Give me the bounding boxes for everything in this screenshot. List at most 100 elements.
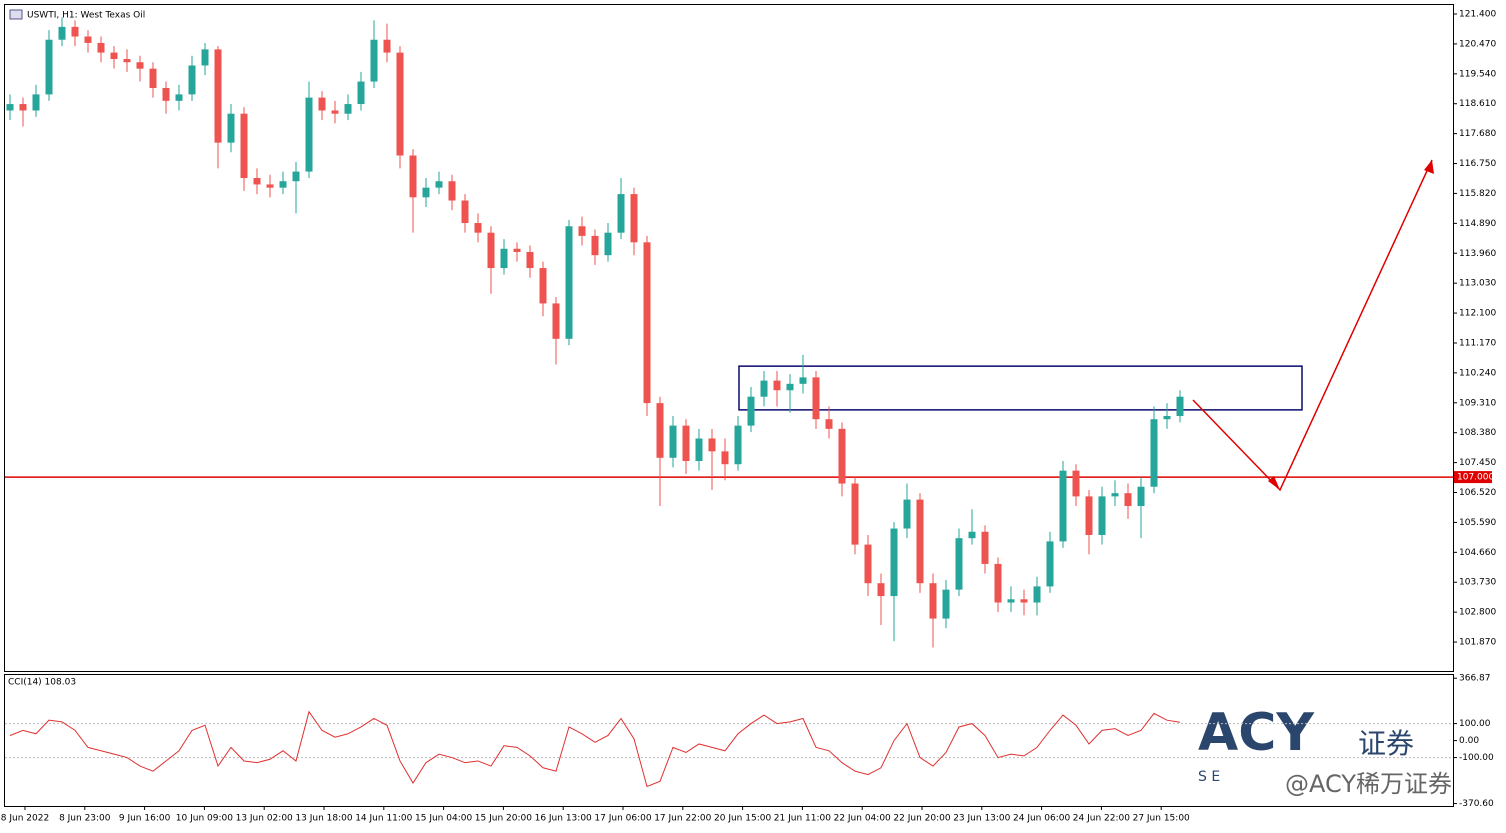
candle-body bbox=[994, 563, 1002, 603]
candle bbox=[1007, 586, 1015, 613]
y-tick-label: 121.400 bbox=[1459, 10, 1496, 20]
candle-body bbox=[383, 39, 391, 53]
candle bbox=[383, 23, 391, 63]
candle bbox=[916, 493, 924, 593]
candle-body bbox=[110, 52, 118, 60]
candle bbox=[591, 229, 599, 265]
x-tick-label: 9 Jun 16:00 bbox=[119, 814, 171, 824]
candle bbox=[110, 46, 118, 69]
candle bbox=[825, 406, 833, 439]
arrow-head bbox=[1424, 160, 1434, 174]
candle bbox=[1046, 531, 1054, 593]
candle-body bbox=[6, 104, 14, 111]
x-tick-label: 24 Jun 06:00 bbox=[1013, 814, 1070, 824]
candle-body bbox=[84, 36, 92, 43]
candle-body bbox=[318, 97, 326, 111]
y-tick-label: 111.170 bbox=[1459, 338, 1496, 348]
candle bbox=[539, 261, 547, 317]
candle bbox=[1098, 486, 1106, 545]
candle-body bbox=[773, 380, 781, 391]
x-tick-label: 27 Jun 15:00 bbox=[1133, 814, 1190, 824]
candle-body bbox=[162, 87, 170, 101]
candle-body bbox=[58, 26, 66, 40]
candle bbox=[643, 235, 651, 416]
candle bbox=[955, 528, 963, 597]
candle-body bbox=[1020, 599, 1028, 603]
x-tick-label: 23 Jun 13:00 bbox=[953, 814, 1010, 824]
y-tick-label: 110.240 bbox=[1459, 368, 1496, 378]
candle-body bbox=[539, 268, 547, 304]
x-tick-label: 20 Jun 15:00 bbox=[714, 814, 771, 824]
candle bbox=[84, 30, 92, 53]
candle bbox=[201, 42, 209, 76]
candle-body bbox=[409, 155, 417, 198]
candle-body bbox=[123, 59, 131, 63]
candle bbox=[734, 415, 742, 471]
candle bbox=[1150, 406, 1158, 494]
candle bbox=[890, 522, 898, 642]
candle-body bbox=[955, 538, 963, 590]
candle bbox=[344, 94, 352, 121]
candle-body bbox=[1124, 493, 1132, 507]
x-tick-label: 14 Jun 11:00 bbox=[355, 814, 412, 824]
candle-body bbox=[890, 528, 898, 597]
candle-body bbox=[604, 232, 612, 256]
candle-body bbox=[448, 181, 456, 201]
candle bbox=[1137, 477, 1145, 539]
candle bbox=[1085, 489, 1093, 555]
candle-body bbox=[513, 248, 521, 252]
candle-body bbox=[97, 42, 105, 53]
candle-body bbox=[305, 97, 313, 172]
y-tick-label: 109.310 bbox=[1459, 398, 1496, 408]
candle-body bbox=[656, 403, 664, 458]
y-tick-label: 112.100 bbox=[1459, 309, 1496, 319]
candle-body bbox=[1098, 496, 1106, 535]
candle-body bbox=[1137, 486, 1145, 507]
candle bbox=[682, 419, 690, 474]
y-tick-label: 107.450 bbox=[1459, 458, 1496, 468]
candle bbox=[578, 216, 586, 246]
candle bbox=[305, 81, 313, 179]
y-tick-label: 113.030 bbox=[1459, 279, 1496, 289]
candle bbox=[1124, 483, 1132, 519]
candle bbox=[279, 171, 287, 195]
candle-body bbox=[19, 104, 27, 111]
x-tick-label: 8 Jun 2022 bbox=[1, 814, 49, 824]
candle-body bbox=[760, 380, 768, 397]
candle-body bbox=[630, 194, 638, 243]
x-tick-label: 21 Jun 11:00 bbox=[774, 814, 831, 824]
candle-body bbox=[838, 428, 846, 484]
candle bbox=[214, 46, 222, 169]
candle-body bbox=[981, 531, 989, 564]
candle-body bbox=[734, 425, 742, 465]
candle bbox=[864, 534, 872, 597]
chart-icon bbox=[9, 9, 23, 20]
candle bbox=[461, 194, 469, 233]
candle bbox=[149, 62, 157, 98]
x-tick-label: 13 Jun 02:00 bbox=[236, 814, 293, 824]
candle-body bbox=[357, 81, 365, 105]
candle-body bbox=[578, 226, 586, 236]
candle bbox=[942, 579, 950, 629]
candle bbox=[838, 422, 846, 497]
candle bbox=[526, 245, 534, 278]
candle bbox=[1176, 390, 1184, 423]
y-tick-label: 108.380 bbox=[1459, 428, 1496, 438]
candle-body bbox=[721, 451, 729, 465]
candle bbox=[188, 55, 196, 101]
candle bbox=[994, 557, 1002, 613]
candle bbox=[409, 149, 417, 233]
candle-body bbox=[227, 113, 235, 143]
candle bbox=[968, 509, 976, 545]
candle-body bbox=[1046, 541, 1054, 587]
candle bbox=[747, 387, 755, 433]
candle bbox=[448, 174, 456, 211]
candle bbox=[292, 161, 300, 214]
candle-body bbox=[552, 303, 560, 339]
candle-body bbox=[968, 531, 976, 539]
candle-body bbox=[929, 583, 937, 619]
candle-body bbox=[1033, 586, 1041, 603]
candle bbox=[617, 178, 625, 240]
x-tick-label: 24 Jun 22:00 bbox=[1073, 814, 1130, 824]
candle bbox=[1059, 461, 1067, 548]
